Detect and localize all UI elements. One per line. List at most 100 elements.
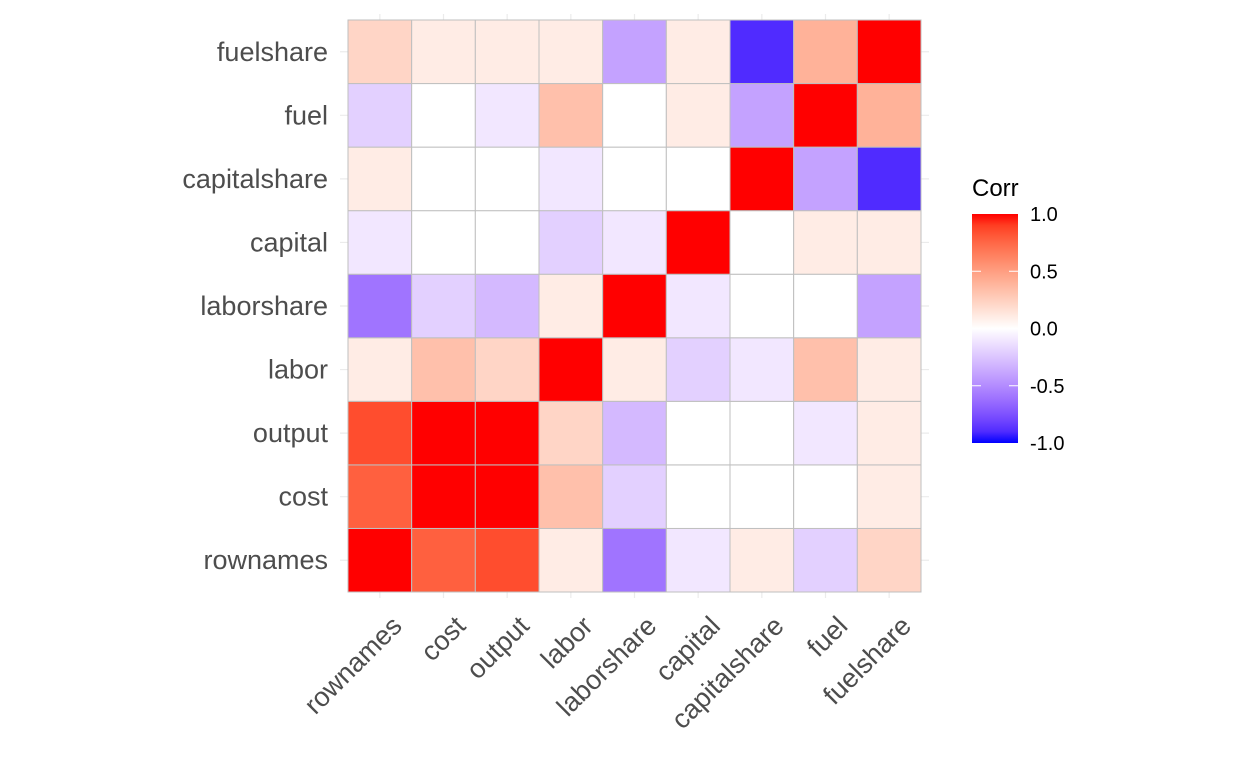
heatmap-cell-laborshare-labor — [538, 273, 604, 339]
legend-tick-label: -0.5 — [1030, 376, 1064, 398]
heatmap-cell-cost-fuelshare — [856, 464, 922, 529]
heatmap-cell-fuel-rownames — [347, 83, 413, 148]
heatmap-cell-cost-cost — [411, 464, 476, 529]
x-tick-label: output — [461, 610, 536, 685]
heatmap-cell-capital-fuel — [793, 210, 858, 275]
legend-tick-label: 1.0 — [1030, 204, 1058, 226]
heatmap-cell-labor-laborshare — [602, 337, 667, 402]
heatmap-cell-cost-fuel — [793, 464, 858, 529]
heatmap-cell-fuelshare-fuelshare — [856, 19, 922, 85]
heatmap-cell-output-labor — [538, 400, 604, 466]
heatmap-cell-fuelshare-fuel — [793, 19, 858, 85]
heatmap-cell-fuelshare-capitalshare — [729, 19, 795, 85]
heatmap-cell-capitalshare-output — [474, 146, 540, 212]
heatmap-cell-capitalshare-labor — [538, 146, 604, 212]
heatmap-cell-output-cost — [411, 400, 476, 466]
heatmap-cell-laborshare-capital — [665, 273, 731, 339]
heatmap-cell-laborshare-capitalshare — [729, 273, 795, 339]
y-tick-label: fuel — [284, 100, 328, 130]
heatmap-cell-rownames-fuel — [793, 527, 858, 593]
legend: Corr 1.0 0.5 0.0 -0.5 -1.0 — [972, 175, 1064, 455]
heatmap-cell-labor-capital — [665, 337, 731, 402]
y-axis-labels: rownames cost output labor laborshare capital… — [182, 37, 328, 575]
heatmap-cell-labor-fuel — [793, 337, 858, 402]
heatmap-cell-capitalshare-rownames — [347, 146, 413, 212]
heatmap-cell-output-rownames — [347, 400, 413, 466]
heatmap-cell-capitalshare-laborshare — [602, 146, 667, 212]
heatmap-cell-rownames-laborshare — [602, 527, 667, 593]
x-tick-label: cost — [415, 610, 472, 667]
heatmap-cell-fuel-laborshare — [602, 83, 667, 148]
heatmap-cell-capitalshare-cost — [411, 146, 476, 212]
heatmap-cell-laborshare-rownames — [347, 273, 413, 339]
heatmap-cells — [347, 19, 922, 593]
heatmap-cell-capital-laborshare — [602, 210, 667, 275]
heatmap-cell-fuelshare-laborshare — [602, 19, 667, 85]
x-tick-label: rownames — [298, 611, 407, 720]
legend-title: Corr — [972, 175, 1019, 202]
heatmap-cell-cost-capital — [665, 464, 731, 529]
heatmap-cell-capital-cost — [411, 210, 476, 275]
heatmap-cell-output-output — [474, 400, 540, 466]
heatmap-cell-labor-fuelshare — [856, 337, 922, 402]
heatmap-cell-laborshare-fuel — [793, 273, 858, 339]
heatmap-cell-capitalshare-capital — [665, 146, 731, 212]
heatmap-cell-rownames-cost — [411, 527, 476, 593]
heatmap-cell-fuelshare-cost — [411, 19, 476, 85]
heatmap-cell-output-laborshare — [602, 400, 667, 466]
heatmap-cell-capitalshare-fuelshare — [856, 146, 922, 212]
heatmap-cell-fuelshare-output — [474, 19, 540, 85]
y-tick-label: output — [253, 418, 329, 448]
heatmap-cell-labor-output — [474, 337, 540, 402]
heatmap-cell-capital-fuelshare — [856, 210, 922, 275]
heatmap-cell-capital-capital — [665, 210, 731, 275]
heatmap-cell-capital-output — [474, 210, 540, 275]
heatmap-cell-laborshare-cost — [411, 273, 476, 339]
heatmap-cell-output-fuelshare — [856, 400, 922, 466]
x-tick-label: fuel — [801, 611, 853, 663]
legend-tick-label: 0.0 — [1030, 319, 1058, 341]
heatmap-cell-cost-laborshare — [602, 464, 667, 529]
heatmap-cell-fuel-fuel — [793, 83, 858, 148]
heatmap-cell-rownames-output — [474, 527, 540, 593]
heatmap-cell-fuelshare-capital — [665, 19, 731, 85]
heatmap-cell-cost-capitalshare — [729, 464, 795, 529]
heatmap-cell-fuel-capitalshare — [729, 83, 795, 148]
heatmap-cell-output-capital — [665, 400, 731, 466]
heatmap-cell-fuelshare-labor — [538, 19, 604, 85]
heatmap-cell-capital-labor — [538, 210, 604, 275]
heatmap-cell-labor-cost — [411, 337, 476, 402]
legend-tick-label: 0.5 — [1030, 261, 1058, 283]
heatmap-cell-capitalshare-capitalshare — [729, 146, 795, 212]
heatmap-cell-fuel-capital — [665, 83, 731, 148]
y-tick-label: rownames — [203, 545, 328, 575]
heatmap-cell-capitalshare-fuel — [793, 146, 858, 212]
heatmap-cell-cost-rownames — [347, 464, 413, 529]
heatmap-cell-rownames-labor — [538, 527, 604, 593]
heatmap-cell-labor-capitalshare — [729, 337, 795, 402]
heatmap-cell-labor-rownames — [347, 337, 413, 402]
y-tick-label: capitalshare — [182, 164, 328, 194]
heatmap-cell-rownames-rownames — [347, 527, 413, 593]
heatmap-cell-fuel-labor — [538, 83, 604, 148]
heatmap-cell-laborshare-laborshare — [602, 273, 667, 339]
heatmap-cell-rownames-capitalshare — [729, 527, 795, 593]
heatmap-cell-capital-rownames — [347, 210, 413, 275]
heatmap-cell-rownames-fuelshare — [856, 527, 922, 593]
legend-tick-label: -1.0 — [1030, 433, 1064, 455]
y-tick-label: capital — [250, 227, 328, 257]
y-tick-label: laborshare — [200, 291, 328, 321]
heatmap-cell-fuelshare-rownames — [347, 19, 413, 85]
y-tick-label: labor — [268, 355, 328, 385]
heatmap-cell-fuel-fuelshare — [856, 83, 922, 148]
heatmap-cell-laborshare-output — [474, 273, 540, 339]
heatmap-cell-cost-labor — [538, 464, 604, 529]
y-tick-label: cost — [278, 482, 328, 512]
heatmap-cell-cost-output — [474, 464, 540, 529]
y-tick-label: fuelshare — [217, 37, 328, 67]
heatmap-cell-output-fuel — [793, 400, 858, 466]
heatmap-cell-fuel-output — [474, 83, 540, 148]
heatmap-cell-laborshare-fuelshare — [856, 273, 922, 339]
